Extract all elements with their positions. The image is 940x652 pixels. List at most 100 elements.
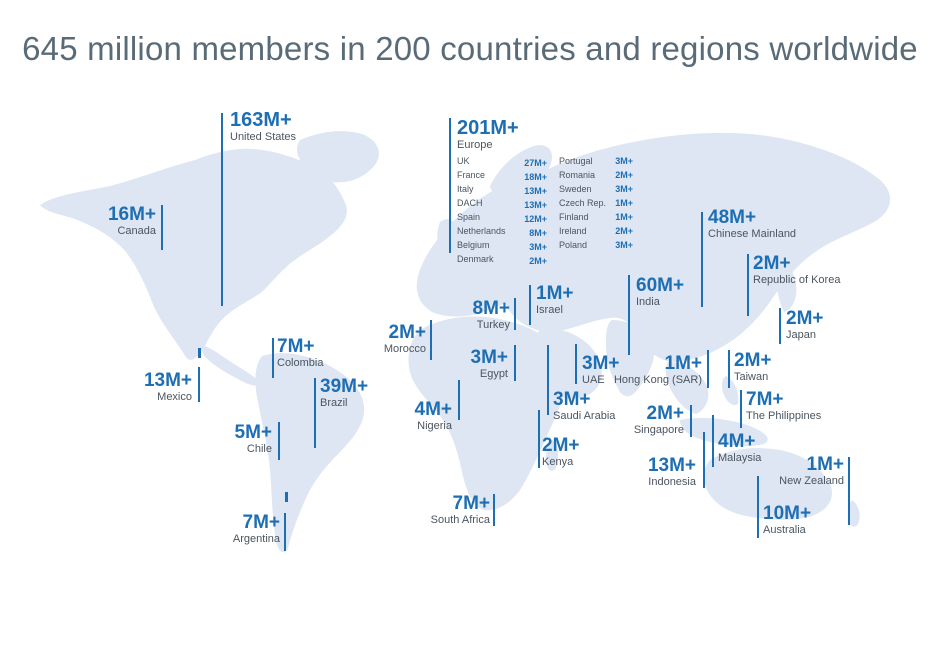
label-united-states: 163M+ United States [230,110,296,143]
label-colombia: 7M+ Colombia [277,337,323,369]
europe-pointer-line [449,118,451,253]
eu-value: 2M+ [615,170,633,180]
name-japan: Japan [786,329,816,341]
hongkong-pointer-line [707,350,709,388]
name-morocco: Morocco [383,343,426,355]
asia-landmass [502,132,891,362]
name-indonesia: Indonesia [648,476,696,488]
label-south-africa: 7M+ South Africa [431,494,490,526]
name-new-zealand: New Zealand [779,475,844,487]
name-singapore: Singapore [633,424,684,436]
label-india: 60M+ India [636,276,684,308]
taiwan-pointer-line [728,350,730,388]
label-new-zealand: 1M+ New Zealand [779,455,844,487]
name-chile: Chile [246,443,272,455]
israel-pointer-line [529,285,531,325]
scandinavia-landmass [490,145,553,198]
name-united-states: United States [230,131,297,143]
argentina-pointer-line [284,513,286,551]
singapore-pointer-line [690,405,692,437]
indonesia-pointer-line [703,432,705,488]
philippines-landmass [722,376,739,406]
label-korea: 2M+ Republic of Korea [753,254,840,286]
eu-country: UK [457,156,470,166]
saudi-pointer-line [547,345,549,415]
value-singapore: 2M+ [646,403,685,424]
africa-landmass [408,316,568,511]
value-australia: 10M+ [763,503,812,524]
label-saudi-arabia: 3M+ Saudi Arabia [553,390,615,422]
mexico-marker [198,348,201,358]
value-south-africa: 7M+ [452,493,491,514]
name-israel: Israel [536,304,563,316]
eu-value: 2M+ [615,226,633,236]
eu-country: Italy [457,184,474,194]
value-mexico: 13M+ [143,370,192,391]
australia-landmass [703,448,832,520]
name-uae: UAE [582,374,605,386]
name-europe: Europe [457,139,493,151]
southafrica-pointer-line [493,494,495,526]
label-canada: 16M+ Canada [108,205,156,237]
malaysia-pointer-line [712,415,714,467]
value-turkey: 8M+ [472,298,511,319]
label-taiwan: 2M+ Taiwan [734,351,772,383]
label-philippines: 7M+ The Philippines [746,390,821,422]
eu-value: 13M+ [524,186,547,196]
korea-pointer-line [747,254,749,316]
eu-value: 18M+ [524,172,547,182]
name-brazil: Brazil [320,397,348,409]
label-egypt: 3M+ Egypt [471,348,509,380]
label-hong-kong: 1M+ Hong Kong (SAR) [614,354,702,386]
label-israel: 1M+ Israel [536,284,574,316]
eu-value: 3M+ [529,242,547,252]
label-uae: 3M+ UAE [582,354,620,386]
name-hong-kong: Hong Kong (SAR) [613,374,702,386]
mexico-pointer-line [198,367,200,402]
name-south-africa: South Africa [430,514,490,526]
name-nigeria: Nigeria [417,420,452,432]
eu-country: France [457,170,486,180]
eu-country: Finland [559,212,589,222]
eu-value: 1M+ [615,212,633,222]
eu-country: Denmark [457,254,494,264]
nigeria-pointer-line [458,380,460,420]
turkey-pointer-line [514,298,516,330]
eu-value: 13M+ [524,200,547,210]
name-india: India [636,296,660,308]
eu-country: Spain [457,212,481,222]
us-pointer-line [221,113,223,306]
value-india: 60M+ [636,275,685,296]
value-japan: 2M+ [786,308,824,329]
value-united-states: 163M+ [230,109,292,131]
canada-pointer-line [161,205,163,250]
value-kenya: 2M+ [542,435,580,456]
value-nigeria: 4M+ [414,399,453,420]
value-israel: 1M+ [536,283,574,304]
argentina-marker [285,492,288,502]
name-malaysia: Malaysia [718,452,762,464]
value-canada: 16M+ [107,204,156,225]
morocco-pointer-line [430,320,432,360]
value-taiwan: 2M+ [734,350,772,371]
value-indonesia: 13M+ [647,455,696,476]
value-europe: 201M+ [457,117,519,139]
name-colombia: Colombia [277,357,324,369]
indonesia-landmass [680,417,768,447]
value-hong-kong: 1M+ [664,353,703,374]
madagascar-landmass [546,440,559,471]
value-saudi-arabia: 3M+ [553,389,591,410]
label-indonesia: 13M+ Indonesia [648,456,696,488]
eu-country: Romania [559,170,596,180]
label-japan: 2M+ Japan [786,309,824,341]
eu-value: 3M+ [615,240,633,250]
japan-landmass [776,258,797,312]
uk-landmass [437,219,456,251]
label-kenya: 2M+ Kenya [542,436,580,468]
brazil-pointer-line [314,378,316,448]
value-argentina: 7M+ [242,512,281,533]
name-turkey: Turkey [476,319,510,331]
north-america-landmass [40,148,347,360]
label-nigeria: 4M+ Nigeria [415,400,453,432]
eu-value: 12M+ [524,214,547,224]
